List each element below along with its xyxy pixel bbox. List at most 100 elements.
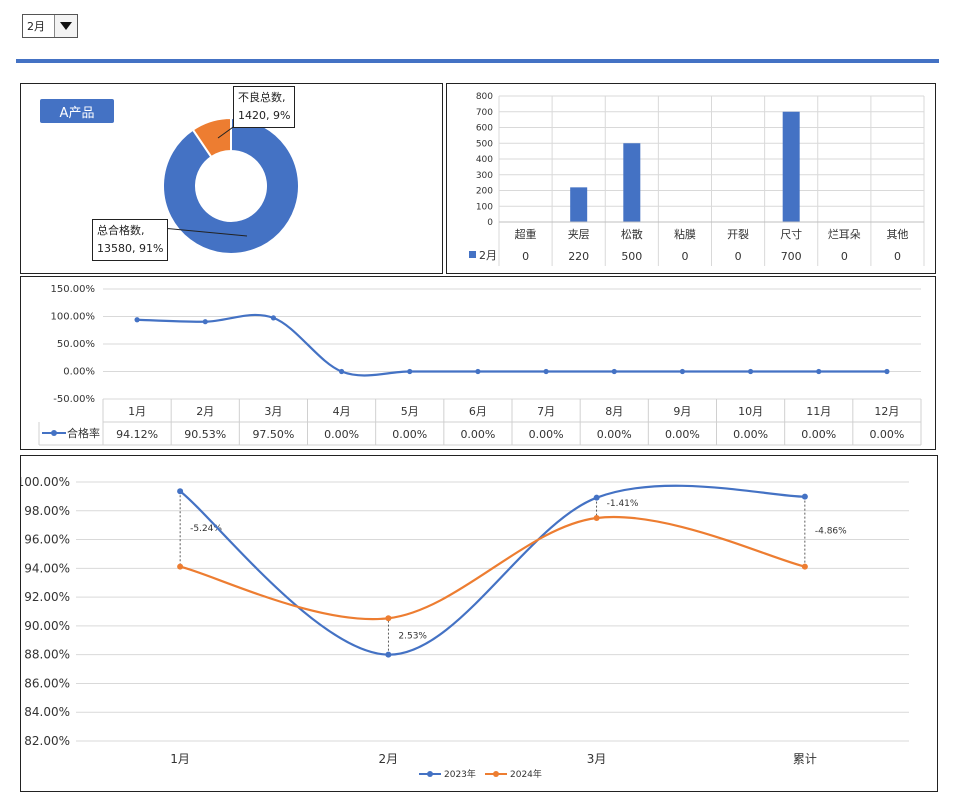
rate-ytick-label: 100.00% xyxy=(51,312,96,323)
cmp-category-label: 累计 xyxy=(793,752,817,766)
legend-marker-2024年 xyxy=(493,771,499,777)
cmp-ytick-label: 100.00% xyxy=(21,475,70,489)
bar-1 xyxy=(570,187,588,222)
donut-slice-0 xyxy=(162,116,300,255)
cmp-point-2023年-2 xyxy=(593,494,600,501)
legend-label-2月: 2月 xyxy=(479,249,497,262)
bar-table-value: 0 xyxy=(681,250,688,263)
cmp-diff-label-2: -1.41% xyxy=(607,499,639,509)
donut-slice-1 xyxy=(191,116,232,159)
cmp-category-label: 3月 xyxy=(587,752,607,766)
cmp-diff-label-0: -5.24% xyxy=(190,524,222,534)
rate-line-chart: 150.00% 100.00% 50.00% 0.00% -50.00% 1月 94.12%… xyxy=(38,284,922,446)
callout-defect: 不良总数, 1420, 9% xyxy=(233,86,296,128)
rate-category-label: 4月 xyxy=(333,405,351,418)
bar-ytick-label: 400 xyxy=(476,155,493,165)
cmp-point-2023年-0 xyxy=(177,488,184,495)
bar-category-label: 粘膜 xyxy=(674,227,696,241)
rate-table-value: 90.53% xyxy=(184,428,226,441)
cmp-diff-label-3: -4.86% xyxy=(815,527,847,537)
rate-category-label: 8月 xyxy=(605,405,623,418)
cmp-ytick-label: 96.00% xyxy=(24,533,70,547)
cmp-series-line-2024年 xyxy=(179,515,806,621)
rate-point-0 xyxy=(134,317,140,323)
cmp-ytick-label: 86.00% xyxy=(24,676,70,690)
rate-point-8 xyxy=(679,368,686,375)
legend-label-合格率: 合格率 xyxy=(67,426,100,440)
bar-table-value: 700 xyxy=(781,250,802,263)
cmp-diff-label-1: 2.53% xyxy=(398,631,427,641)
rate-category-label: 2月 xyxy=(196,405,214,418)
legend-label-2024年: 2024年 xyxy=(510,768,542,780)
cmp-point-2024年-0 xyxy=(177,563,184,570)
rate-category-label: 7月 xyxy=(537,405,555,418)
cmp-point-2024年-2 xyxy=(593,514,600,521)
cmp-ytick-label: 88.00% xyxy=(24,648,70,662)
rate-series-line xyxy=(137,313,887,377)
cmp-category-label: 1月 xyxy=(170,752,190,766)
rate-table-value: 0.00% xyxy=(869,428,904,441)
donut-chart xyxy=(161,116,300,255)
bar-category-label: 松散 xyxy=(621,227,643,241)
rate-point-7 xyxy=(611,368,617,375)
legend-marker-合格率 xyxy=(51,430,57,436)
rate-table-value: 97.50% xyxy=(252,428,294,441)
bar-category-label: 烂耳朵 xyxy=(828,228,861,241)
rate-point-2 xyxy=(270,315,277,321)
rate-ytick-label: -50.00% xyxy=(53,394,95,405)
cmp-ytick-label: 84.00% xyxy=(24,705,70,719)
rate-point-9 xyxy=(747,368,754,375)
rate-line-panel: 150.00% 100.00% 50.00% 0.00% -50.00% 1月 94.12%… xyxy=(20,276,936,450)
callout-pass-line1: 总合格数, xyxy=(97,224,145,237)
rate-table-value: 0.00% xyxy=(324,428,359,441)
rate-point-4 xyxy=(407,368,413,375)
rate-table-value: 0.00% xyxy=(801,428,836,441)
bar-table-value: 0 xyxy=(735,250,742,263)
month-selector-value: 2月 xyxy=(27,20,45,33)
cmp-point-2024年-3 xyxy=(801,563,808,570)
bar-category-label: 开裂 xyxy=(727,228,749,241)
bar-ytick-label: 600 xyxy=(476,124,493,134)
bar-ytick-label: 100 xyxy=(476,202,493,212)
cmp-ytick-label: 92.00% xyxy=(24,590,70,604)
cmp-point-2024年-1 xyxy=(385,615,392,622)
rate-point-10 xyxy=(816,368,822,375)
year-compare-chart: 100.00% 98.00% 96.00% 94.00% 92.00% 90.00% 88.… xyxy=(21,475,909,780)
cmp-category-label: 2月 xyxy=(379,752,399,766)
product-badge: A产品 xyxy=(40,99,114,123)
rate-category-label: 1月 xyxy=(128,405,146,418)
rate-table-value: 0.00% xyxy=(529,428,564,441)
bar-ytick-label: 300 xyxy=(476,171,493,181)
callout-defect-line2: 1420, 9% xyxy=(238,109,291,122)
legend-label-2023年: 2023年 xyxy=(444,768,476,780)
bar-table-value: 0 xyxy=(894,250,901,263)
cmp-point-2023年-3 xyxy=(801,493,808,500)
month-selector[interactable]: 2月 xyxy=(22,14,78,38)
bar-ytick-label: 0 xyxy=(487,218,493,228)
chevron-down-icon[interactable] xyxy=(54,15,77,37)
bar-5 xyxy=(782,111,800,222)
rate-point-5 xyxy=(475,368,481,375)
bar-table-value: 0 xyxy=(522,250,529,263)
rate-ytick-label: 50.00% xyxy=(57,339,95,350)
bar-category-label: 超重 xyxy=(515,227,537,241)
legend-swatch-2月 xyxy=(469,251,476,258)
compare-panel: 100.00% 98.00% 96.00% 94.00% 92.00% 90.00% 88.… xyxy=(20,455,938,792)
bar-category-label: 其他 xyxy=(886,228,908,241)
cmp-ytick-label: 82.00% xyxy=(24,734,70,748)
rate-ytick-label: 0.00% xyxy=(63,367,95,378)
rate-category-label: 3月 xyxy=(264,405,282,418)
bar-category-label: 尺寸 xyxy=(780,227,802,241)
bar-ytick-label: 800 xyxy=(476,92,493,102)
header-divider xyxy=(16,59,939,63)
defect-bar-chart: 800 700 600 500 400 300 200 100 0 超重 0 夹层 220 松散 500 粘膜… xyxy=(469,92,925,266)
bar-table-value: 220 xyxy=(568,250,589,263)
rate-table-value: 94.12% xyxy=(116,428,158,441)
rate-table-value: 0.00% xyxy=(392,428,427,441)
rate-table-value: 0.00% xyxy=(665,428,700,441)
cmp-ytick-label: 90.00% xyxy=(24,619,70,633)
bar-table-value: 500 xyxy=(621,250,642,263)
defect-bar-panel: 800 700 600 500 400 300 200 100 0 超重 0 夹层 220 松散 500 粘膜… xyxy=(446,83,936,274)
bar-table-value: 0 xyxy=(841,250,848,263)
cmp-series-line-2023年 xyxy=(179,484,805,656)
